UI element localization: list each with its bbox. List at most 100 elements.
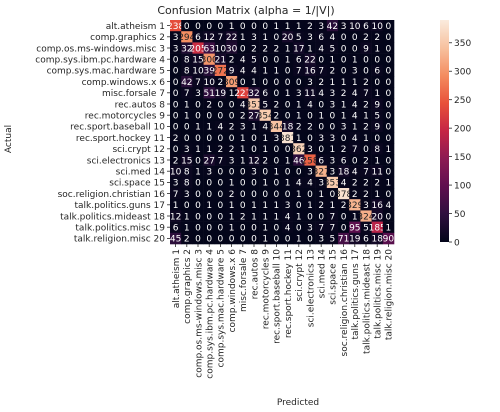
cell-value-label: 1 [274,212,280,222]
cell-value-label: 1 [173,201,179,211]
cell-value-label: 0 [341,224,347,234]
cell-value-label: 16 [371,201,383,211]
cell-value-label: 1 [195,123,201,133]
heatmap-cell [214,31,227,43]
cell-value-label: 1 [330,145,336,155]
cell-value-label: 1 [274,67,280,77]
heatmap-cell [326,120,339,133]
heatmap-cell [181,210,193,222]
cell-value-label: 0 [352,44,358,54]
heatmap-cell [349,109,361,122]
cell-value-label: 42 [181,78,192,88]
cell-value-label: 0 [318,212,324,222]
cell-value-label: 0 [173,67,179,77]
cell-value-label: 2 [363,100,369,110]
cell-value-label: 0 [206,224,212,234]
heatmap-cell [270,154,283,166]
heatmap-cell [282,53,294,66]
cell-value-label: 7 [363,89,369,99]
cell-value-label: 0 [341,134,347,144]
cell-value-label: 19 [349,235,361,245]
colorbar: 0 50 100 150 200 250 300 350 [440,20,471,248]
heatmap-cell [282,199,294,211]
heatmap-cell [315,64,328,77]
heatmap-cell [382,176,395,189]
heatmap-cell [226,98,238,110]
cell-value-label: 2 [363,78,369,88]
heatmap-cell [248,109,260,122]
heatmap-cell [170,109,182,122]
heatmap-cell [226,221,238,234]
heatmap-cell [293,188,305,200]
cell-value-label: 3 [341,123,347,133]
heatmap-cell [192,76,204,88]
heatmap-cell [326,20,339,32]
heatmap-cell [349,188,361,200]
cell-value-label: 4 [330,33,336,43]
heatmap-cell [315,42,328,54]
cell-value-label: 0 [195,179,201,189]
cell-value-label: 0 [386,78,392,88]
heatmap-cell [326,210,339,222]
cell-value-label: 21 [215,56,226,66]
heatmap-cell [360,176,372,189]
cell-value-label: 354 [257,112,274,122]
heatmap-cell [248,20,260,32]
cell-value-label: 0 [195,201,201,211]
cell-value-label: 3 [330,156,336,166]
heatmap-cell [170,20,182,32]
heatmap-cell [349,42,361,54]
heatmap-cell [192,31,204,43]
heatmap-cell [192,20,204,32]
heatmap-cell [237,188,249,200]
heatmap-cell [326,42,339,54]
cell-value-label: 1 [296,22,302,32]
cell-value-label: 1 [374,89,380,99]
x-tick-label: rec.sport.baseball 10 [273,249,283,344]
heatmap-cell [382,53,395,66]
heatmap-cell [237,232,249,245]
heatmap-cell [360,165,372,178]
heatmap-cell [170,132,182,144]
x-tick-label: talk.politics.guns 17 [351,249,361,340]
cell-value-label: 7 [352,145,358,155]
cell-value-label: 1 [262,212,268,222]
cell-value-label: 0 [195,224,201,234]
cell-value-label: 4 [318,89,324,99]
cell-value-label: 1 [330,201,336,211]
cell-value-label: 2 [274,44,280,54]
cell-value-label: 1 [184,224,190,234]
cell-value-label: 0 [251,179,257,189]
cell-value-label: 27 [248,112,259,122]
heatmap-cell [304,20,316,32]
heatmap-cell [338,76,350,88]
heatmap-cell [371,53,384,66]
cell-value-label: 0 [251,224,257,234]
cell-value-label: 3 [318,235,324,245]
heatmap-cell [382,98,395,110]
heatmap-cell [203,87,216,99]
cell-value-label: 95 [349,224,360,234]
cell-value-label: 2 [363,33,369,43]
heatmap-cell [382,143,395,155]
cell-value-label: 1 [240,33,246,43]
heatmap-cell [293,176,305,189]
cell-value-label: 1 [363,134,369,144]
cell-value-label: 0 [173,100,179,110]
heatmap-cell [338,232,350,245]
cell-value-label: 4 [307,100,313,110]
heatmap-cell [192,154,204,166]
heatmap-cell [315,98,328,110]
cell-value-label: 1 [374,190,380,200]
heatmap-cell [304,98,316,110]
cell-value-label: 7 [184,89,190,99]
cell-value-label: 10 [215,44,227,54]
heatmap-cell [338,42,350,54]
cell-value-label: 0 [262,190,268,200]
heatmap-cell [360,109,372,122]
heatmap-cell [192,165,204,178]
heatmap-cell [326,76,339,88]
heatmap-cell [181,98,193,110]
heatmap-cell [214,42,227,54]
heatmap-cell [304,154,316,166]
